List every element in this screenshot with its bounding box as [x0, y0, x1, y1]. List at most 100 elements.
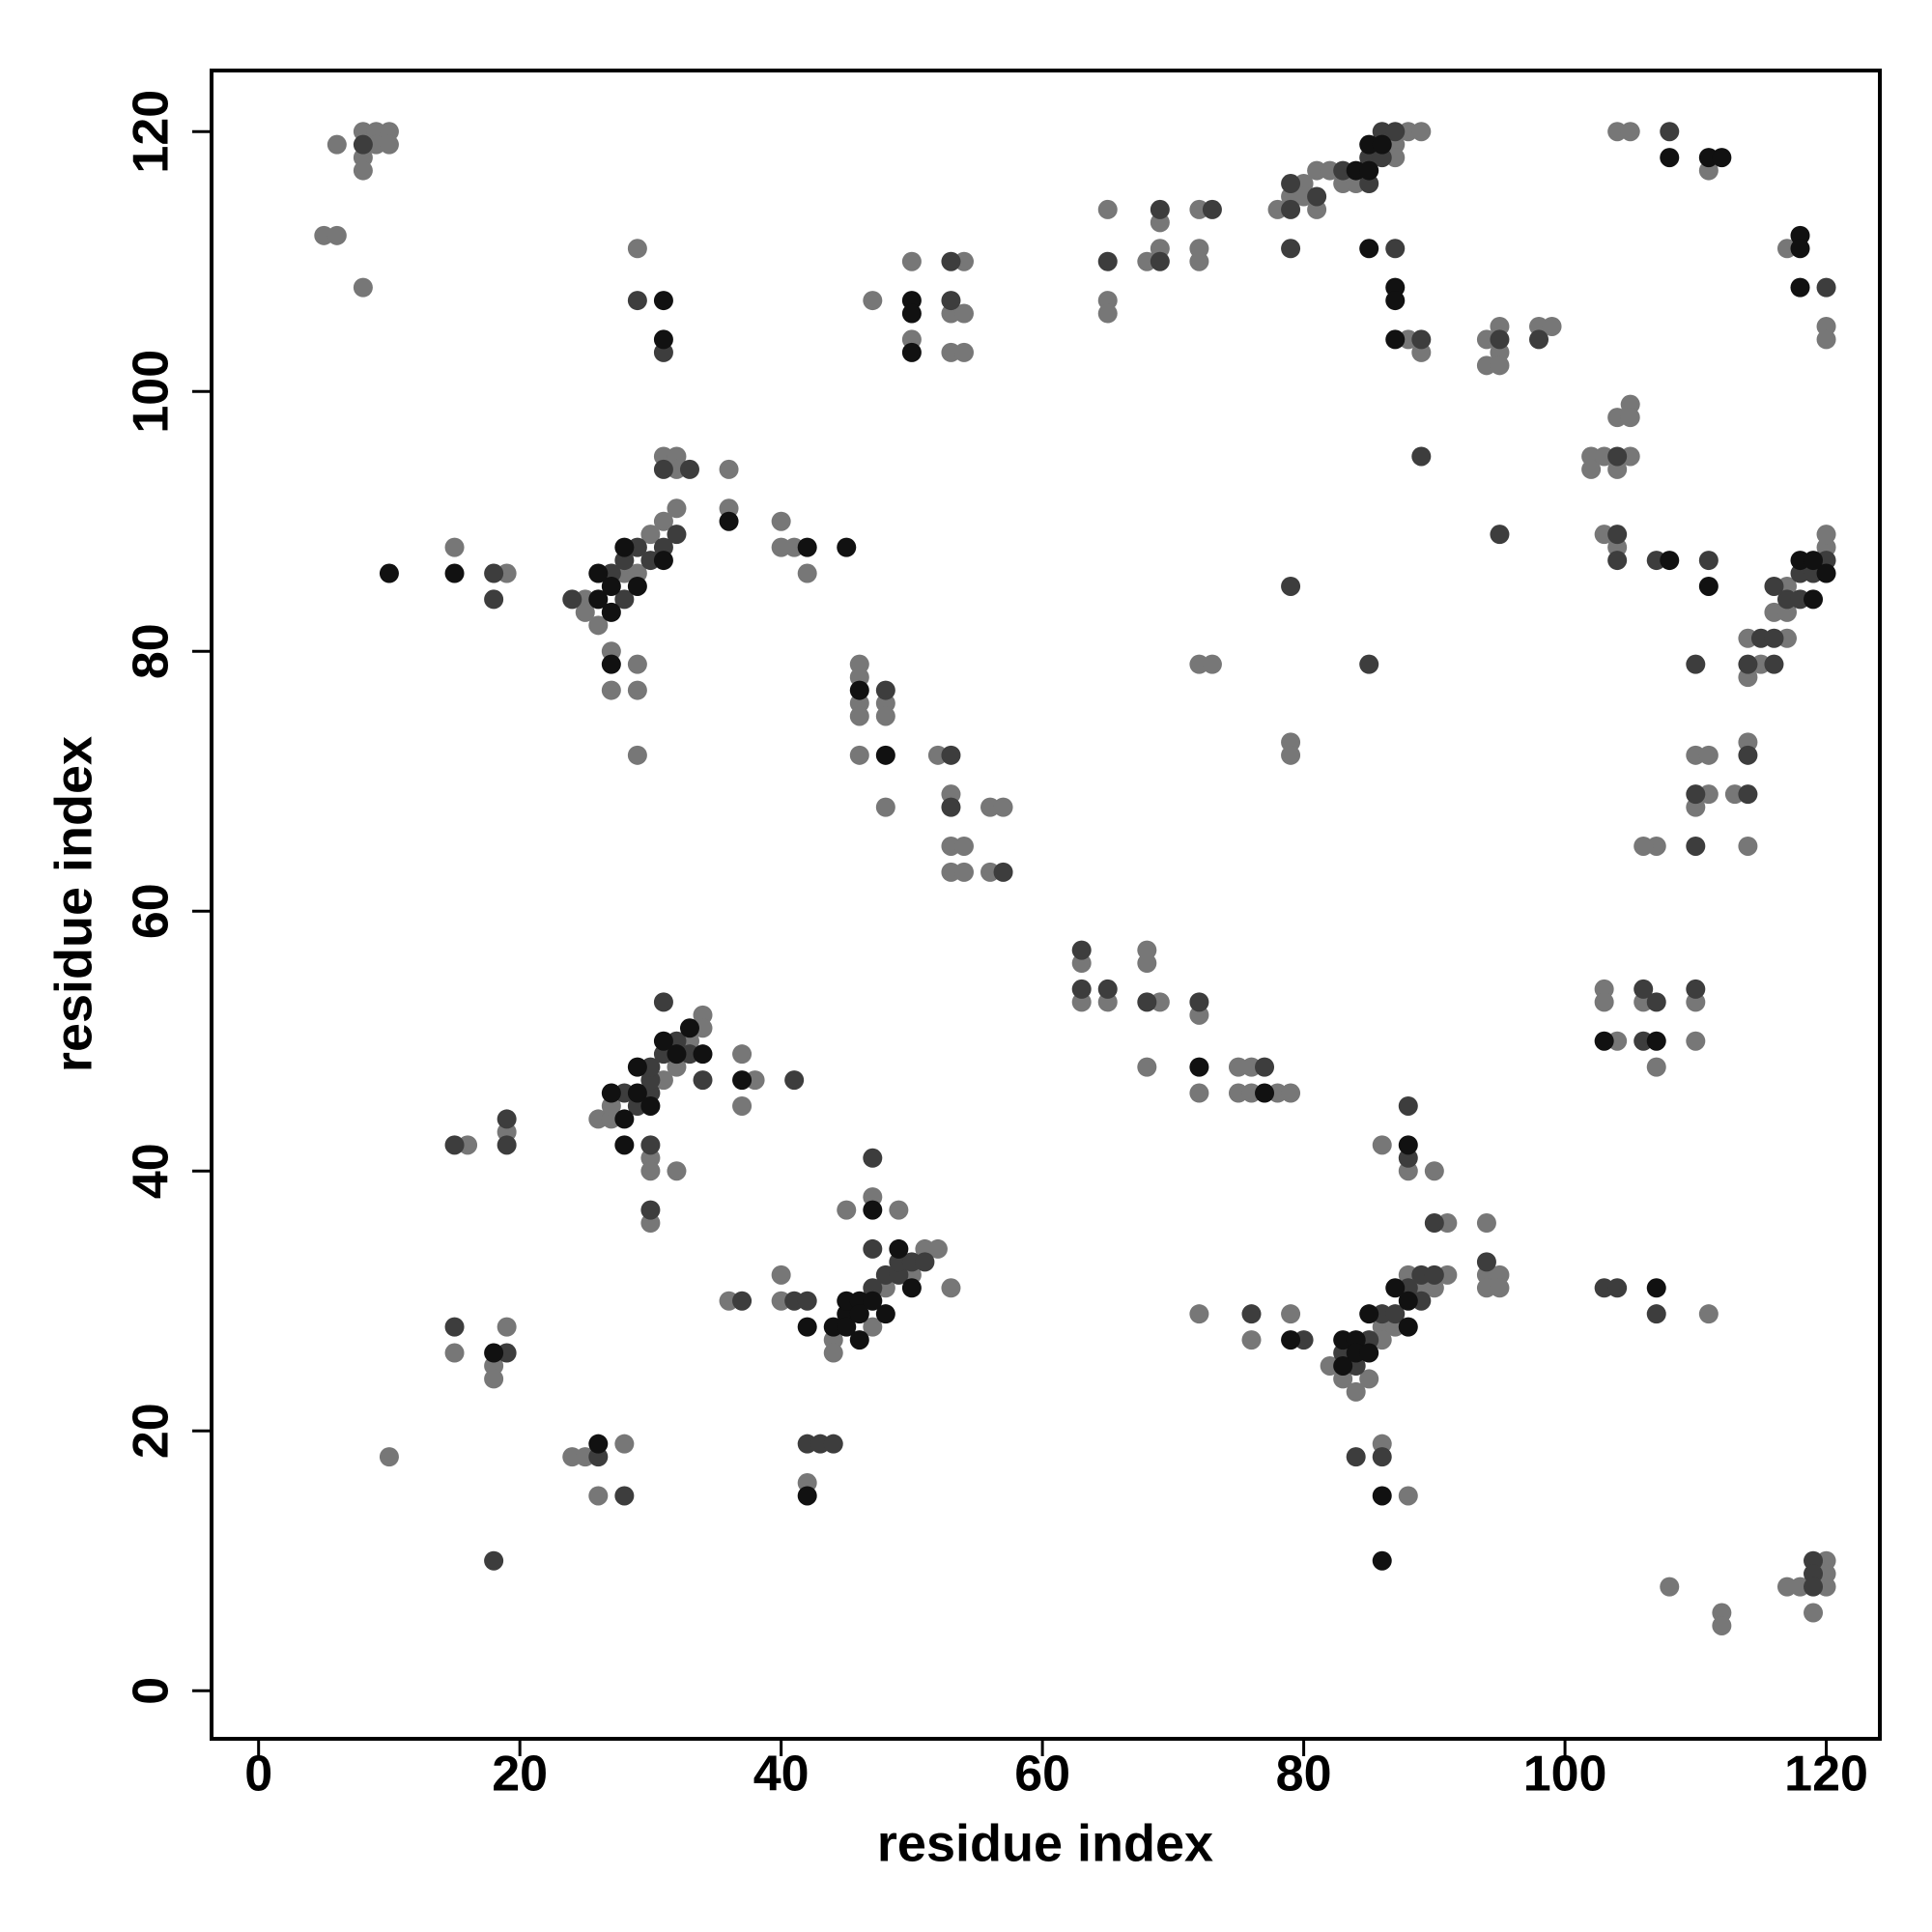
contact-point — [1646, 1057, 1666, 1077]
contact-point — [901, 1278, 922, 1298]
contact-point — [1646, 1031, 1666, 1051]
contact-point — [693, 1044, 713, 1065]
contact-point — [719, 511, 739, 531]
contact-point — [1359, 160, 1379, 181]
contact-point — [1189, 992, 1209, 1012]
contact-point — [1189, 1304, 1209, 1324]
contact-point — [497, 1317, 517, 1337]
y-tick-label: 120 — [124, 90, 180, 174]
contact-point — [941, 745, 961, 765]
contact-point — [1071, 940, 1092, 960]
contact-point — [901, 303, 922, 324]
contact-point — [1686, 654, 1706, 674]
contact-point — [327, 134, 347, 155]
contact-point — [693, 1070, 713, 1091]
contact-point — [732, 1044, 753, 1065]
contact-point — [588, 1486, 609, 1506]
contact-point — [1712, 148, 1732, 168]
contact-point — [484, 1369, 504, 1389]
contact-point — [601, 654, 621, 674]
contact-point — [1359, 1343, 1379, 1363]
contact-point — [993, 862, 1013, 882]
contact-point — [327, 225, 347, 245]
contact-point — [379, 1447, 399, 1467]
y-tick-label: 40 — [124, 1143, 180, 1199]
contact-point — [653, 551, 673, 571]
contact-point — [863, 1317, 883, 1337]
contact-point — [1490, 525, 1510, 545]
contact-point — [1137, 953, 1157, 974]
contact-point — [901, 342, 922, 362]
contact-point — [1411, 329, 1432, 350]
contact-point — [1372, 1486, 1392, 1506]
contact-point — [614, 537, 635, 557]
contact-point — [588, 615, 609, 636]
contact-point — [653, 992, 673, 1012]
contact-point — [889, 1238, 909, 1259]
contact-point — [1607, 1278, 1628, 1298]
contact-point — [627, 745, 647, 765]
x-tick-label: 60 — [1014, 1747, 1070, 1803]
contact-point — [1581, 459, 1602, 479]
contact-point — [1150, 199, 1170, 219]
contact-point — [627, 291, 647, 311]
contact-point — [863, 291, 883, 311]
contact-point — [1398, 1135, 1418, 1155]
contact-point — [875, 1304, 895, 1324]
contact-point — [1607, 446, 1628, 467]
contact-point — [588, 1434, 609, 1454]
contact-point — [588, 563, 609, 583]
y-tick-label: 100 — [124, 350, 180, 434]
contact-point — [1281, 174, 1301, 194]
contact-point — [353, 134, 373, 155]
contact-point — [837, 537, 857, 557]
contact-point — [1372, 1550, 1392, 1571]
contact-point — [1241, 1304, 1262, 1324]
contact-point — [614, 1486, 635, 1506]
contact-point — [1150, 251, 1170, 271]
x-tick-label: 120 — [1784, 1747, 1868, 1803]
contact-point — [823, 1434, 843, 1454]
y-tick-label: 0 — [124, 1677, 180, 1705]
contact-point — [1137, 992, 1157, 1012]
contact-point — [1646, 1278, 1666, 1298]
contact-point — [1490, 355, 1510, 376]
x-tick-label: 100 — [1523, 1747, 1607, 1803]
contact-point — [953, 836, 974, 856]
contact-point — [732, 1095, 753, 1116]
contact-point — [1686, 836, 1706, 856]
contact-point — [941, 797, 961, 817]
contact-point — [497, 1109, 517, 1129]
x-tick-label: 80 — [1276, 1747, 1332, 1803]
contact-point — [653, 329, 673, 350]
contact-point — [849, 1304, 869, 1324]
contact-point — [1398, 1317, 1418, 1337]
contact-point — [653, 459, 673, 479]
contact-point — [1097, 251, 1118, 271]
contact-point — [1202, 654, 1222, 674]
contact-point — [601, 576, 621, 596]
contact-point — [1307, 186, 1327, 207]
contact-point — [627, 239, 647, 259]
contact-point — [1189, 251, 1209, 271]
contact-point — [953, 862, 974, 882]
contact-point — [1385, 291, 1406, 311]
contact-point — [1424, 1213, 1444, 1234]
contact-point — [379, 563, 399, 583]
contact-point — [849, 680, 869, 700]
contact-point — [1359, 1304, 1379, 1324]
contact-point — [1804, 551, 1824, 571]
contact-point — [1097, 199, 1118, 219]
contact-point — [1385, 1304, 1406, 1324]
contact-point — [1660, 122, 1680, 142]
contact-point — [653, 291, 673, 311]
contact-point — [1738, 745, 1758, 765]
contact-point — [444, 537, 465, 557]
contact-point — [1712, 1615, 1732, 1635]
contact-point — [1634, 979, 1654, 999]
contact-point — [875, 745, 895, 765]
contact-point — [863, 1148, 883, 1168]
contact-point — [1398, 1095, 1418, 1116]
contact-point — [1646, 992, 1666, 1012]
contact-point — [797, 1291, 817, 1311]
